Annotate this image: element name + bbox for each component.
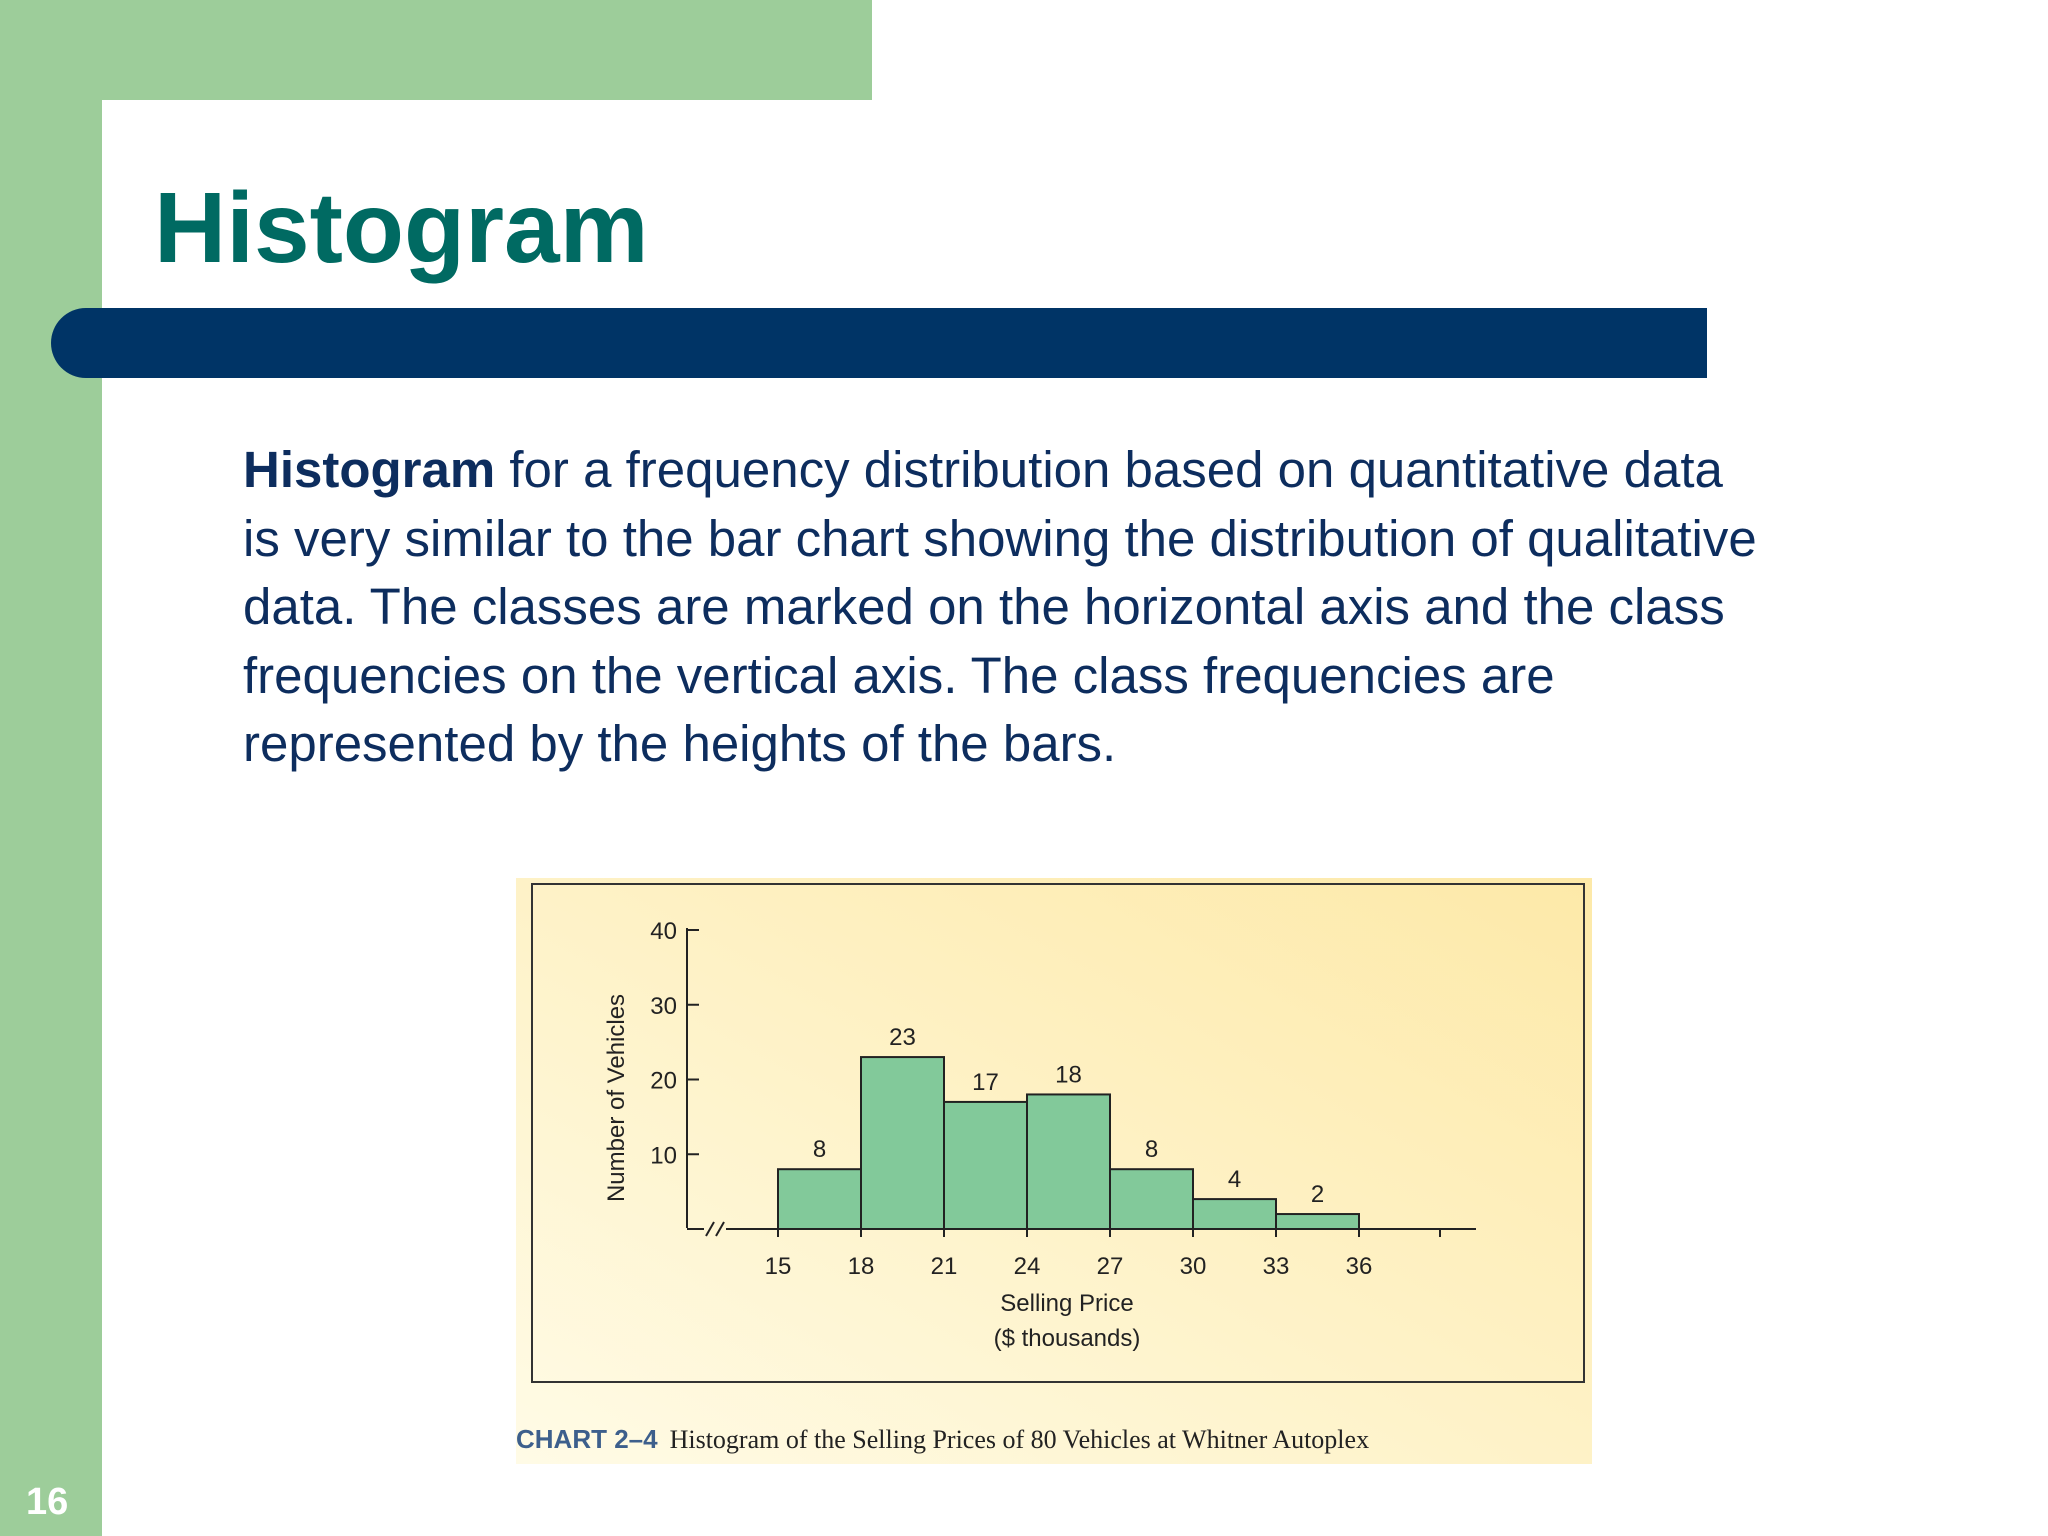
figure-caption: CHART 2–4 Histogram of the Selling Prices… [516,1424,1369,1454]
x-tick-label: 27 [1097,1253,1124,1280]
y-tick-label: 20 [650,1068,677,1095]
bar-value-label: 18 [1055,1061,1082,1088]
histogram-bar [1109,1168,1194,1231]
x-tick-label: 21 [931,1253,958,1280]
bar-value-label: 2 [1311,1181,1324,1208]
y-axis-label: Number of Vehicles [603,994,630,1202]
x-tick-label: 33 [1263,1253,1290,1280]
body-description: for a frequency distribution based on qu… [243,441,1757,772]
caption-label: CHART 2–4 [516,1424,658,1454]
axis-break-mark [715,1221,725,1237]
axis-break-mark [705,1221,715,1237]
top-green-band [0,0,872,100]
slide-title: Histogram [154,172,649,284]
slide-number: 16 [26,1481,69,1523]
histogram-figure: 10 20 30 40 15 18 21 24 27 30 33 36 8 23 17 18 8 4 2 Num… [516,878,1592,1464]
bar-value-label: 8 [813,1136,826,1163]
bar-value-label: 8 [1145,1136,1158,1163]
left-green-band [0,0,102,1536]
title-underline-bar [51,308,1707,378]
x-tick-label: 24 [1014,1253,1041,1280]
x-axis-label: Selling Price [1000,1290,1133,1317]
x-axis-unit-label: ($ thousands) [994,1325,1141,1352]
y-tick-label: 10 [650,1142,677,1169]
histogram-bar [943,1100,1028,1230]
plot-frame [531,883,1585,1383]
histogram-chart: 10 20 30 40 15 18 21 24 27 30 33 36 8 23 17 18 8 4 2 Num… [516,878,1592,1464]
histogram-bar [1275,1213,1360,1230]
caption-text: Histogram of the Selling Prices of 80 Ve… [670,1425,1369,1454]
bar-value-label: 4 [1228,1166,1241,1193]
x-tick-label: 18 [848,1253,875,1280]
histogram-bar [1192,1198,1277,1231]
histogram-bar [860,1056,945,1230]
body-paragraph: Histogram for a frequency distribution b… [243,436,1763,779]
bar-value-label: 23 [889,1024,916,1051]
histogram-bar [1026,1093,1111,1230]
y-tick-label: 30 [650,993,677,1020]
histogram-bar [777,1168,862,1231]
x-tick-label: 30 [1180,1253,1207,1280]
x-tick-label: 15 [765,1253,792,1280]
bar-value-label: 17 [972,1069,999,1096]
y-tick-label: 40 [650,918,677,945]
body-term: Histogram [243,441,496,498]
x-tick-label: 36 [1346,1253,1373,1280]
